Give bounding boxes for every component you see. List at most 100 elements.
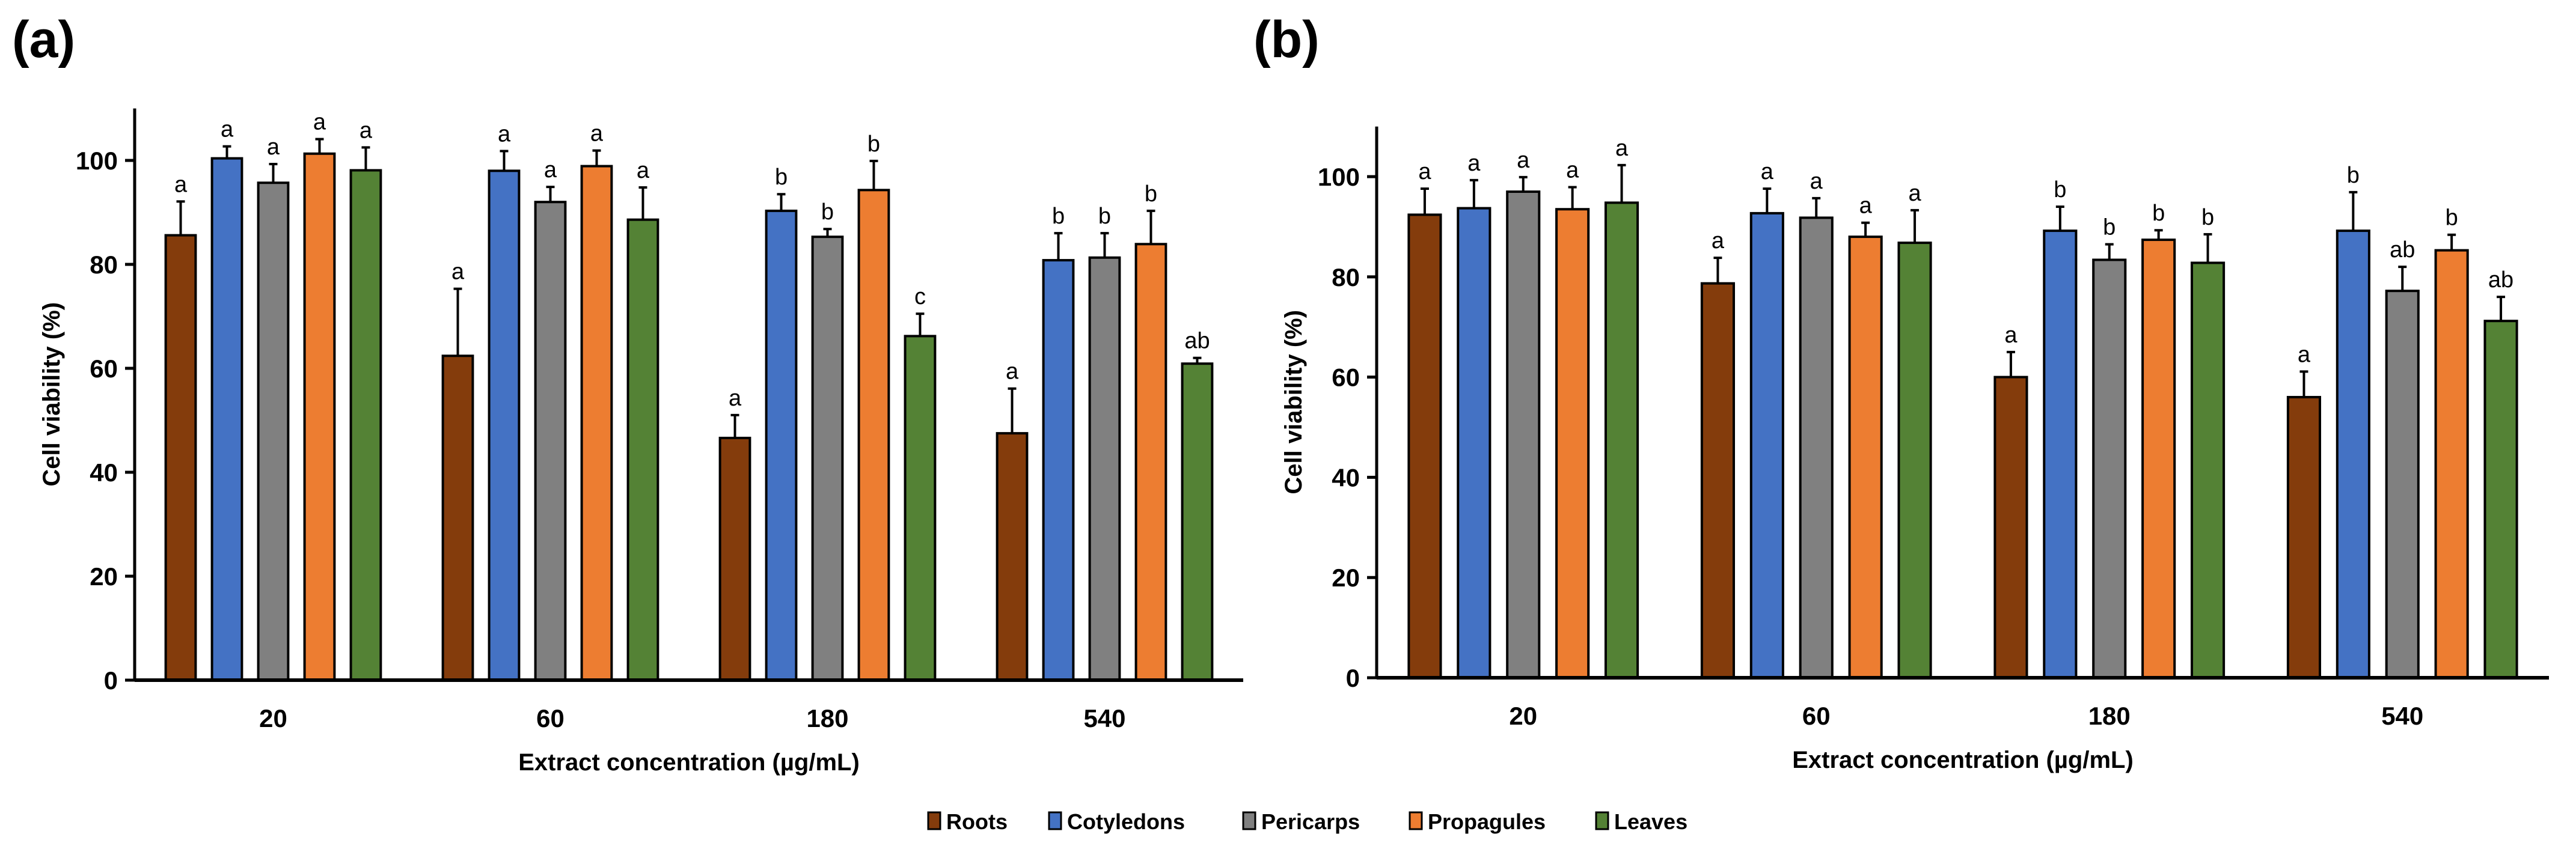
bar-roots (1700, 282, 1736, 679)
panel-a: (a) 0 20 40 60 80 100 Cell viability (%) 20 a a a a a… (12, 11, 1243, 776)
bar-propagules (2141, 239, 2176, 680)
panel-label: (b) (1253, 11, 1320, 68)
bar-cotyledons (488, 169, 521, 681)
significance-letter: b (867, 132, 880, 157)
bar-leaves (1181, 362, 1214, 681)
y-tick-label: 0 (104, 666, 118, 695)
significance-letter: b (775, 165, 788, 190)
bar-propagules (857, 189, 890, 681)
significance-letter: a (1859, 193, 1873, 219)
x-tick-label: 540 (1083, 704, 1125, 732)
significance-letter: a (498, 121, 511, 147)
bar-pericarps (1506, 190, 1541, 679)
y-tick-label: 80 (90, 251, 118, 279)
x-axis-title: Extract concentration (µg/mL) (1792, 747, 2134, 773)
significance-letter: ab (2390, 237, 2415, 263)
significance-letter: b (2201, 205, 2214, 230)
bar-propagules (1134, 243, 1167, 681)
legend-label-leaves: Leaves (1614, 809, 1687, 834)
legend-label-pericarps: Pericarps (1261, 809, 1360, 834)
y-tick-label: 40 (1332, 463, 1360, 491)
bar-cotyledons (1042, 259, 1075, 681)
bar-pericarps (2092, 258, 2127, 680)
y-tick-label: 40 (90, 458, 118, 487)
bar-roots (996, 432, 1029, 681)
legend-swatch-cotyledons (1048, 811, 1062, 830)
significance-letter: a (1418, 159, 1431, 184)
bar-cotyledons (765, 209, 798, 681)
significance-letter: a (2298, 342, 2311, 367)
panel-b: (b) 0 20 40 60 80 100 Cell viability (%) 20 a a a a a… (1253, 11, 2549, 773)
bar-cotyledons (210, 157, 243, 682)
y-tick-label: 0 (1346, 664, 1360, 692)
y-tick-label: 100 (76, 147, 118, 175)
bar-cotyledons (2336, 230, 2370, 679)
legend-label-roots: Roots (946, 809, 1008, 834)
significance-letter: a (1810, 169, 1823, 194)
y-tick-label: 20 (1332, 564, 1360, 592)
bar-roots (164, 234, 197, 681)
bar-pericarps (257, 181, 290, 681)
bar-roots (1993, 376, 2028, 679)
legend-swatch-leaves (1595, 811, 1609, 830)
y-tick-label: 80 (1332, 263, 1360, 291)
significance-letter: a (1712, 228, 1725, 254)
significance-letter: a (174, 172, 188, 197)
significance-letter: ab (2488, 267, 2513, 293)
significance-letter: b (2152, 201, 2165, 226)
x-tick-label: 60 (1802, 702, 1831, 730)
x-tick-label: 180 (806, 704, 848, 732)
bar-leaves (2483, 320, 2518, 679)
legend-swatch-pericarps (1242, 811, 1256, 830)
significance-letter: a (729, 386, 742, 411)
bar-leaves (349, 169, 382, 681)
significance-letter: a (637, 158, 650, 183)
bar-leaves (904, 335, 937, 681)
legend-label-cotyledons: Cotyledons (1067, 809, 1185, 834)
bar-roots (718, 436, 751, 681)
legend-label-propagules: Propagules (1428, 809, 1546, 834)
x-tick-label: 180 (2088, 702, 2131, 730)
significance-letter: a (1761, 159, 1774, 184)
significance-letter: a (1006, 359, 1019, 385)
significance-letter: b (1052, 204, 1065, 229)
bar-cotyledons (1457, 207, 1491, 679)
bar-propagules (580, 165, 613, 681)
bar-pericarps (811, 236, 844, 681)
significance-letter: a (544, 157, 557, 183)
x-axis-title: Extract concentration (µg/mL) (518, 749, 860, 776)
significance-letter: a (590, 121, 604, 147)
significance-letter: a (1517, 148, 1530, 173)
significance-letter: a (221, 117, 234, 142)
bar-pericarps (1088, 256, 1121, 681)
significance-letter: ab (1184, 329, 1210, 354)
bar-leaves (626, 218, 659, 681)
significance-letter: a (1566, 158, 1579, 183)
legend-swatch-roots (927, 811, 941, 830)
significance-letter: b (821, 199, 834, 225)
bar-cotyledons (2043, 230, 2078, 679)
legend-swatch-propagules (1409, 811, 1423, 830)
y-axis-title: Cell viability (%) (38, 302, 65, 487)
bar-roots (441, 354, 474, 681)
significance-letter: c (914, 284, 926, 309)
y-tick-label: 60 (90, 354, 118, 383)
y-tick-label: 20 (90, 562, 118, 591)
significance-letter: a (2004, 323, 2018, 348)
bar-propagules (303, 152, 336, 681)
bar-leaves (2190, 261, 2226, 679)
bar-pericarps (2385, 290, 2420, 680)
significance-letter: a (1908, 181, 1921, 206)
bar-propagules (1555, 208, 1590, 679)
x-tick-label: 20 (259, 704, 287, 732)
significance-letter: b (2054, 177, 2066, 202)
bar-propagules (2434, 249, 2469, 679)
significance-letter: a (1467, 151, 1481, 176)
bar-pericarps (534, 201, 567, 681)
significance-letter: b (2446, 205, 2458, 231)
x-tick-label: 540 (2381, 702, 2423, 730)
y-tick-label: 100 (1318, 163, 1360, 191)
y-tick-label: 60 (1332, 364, 1360, 392)
x-tick-label: 60 (536, 704, 564, 732)
